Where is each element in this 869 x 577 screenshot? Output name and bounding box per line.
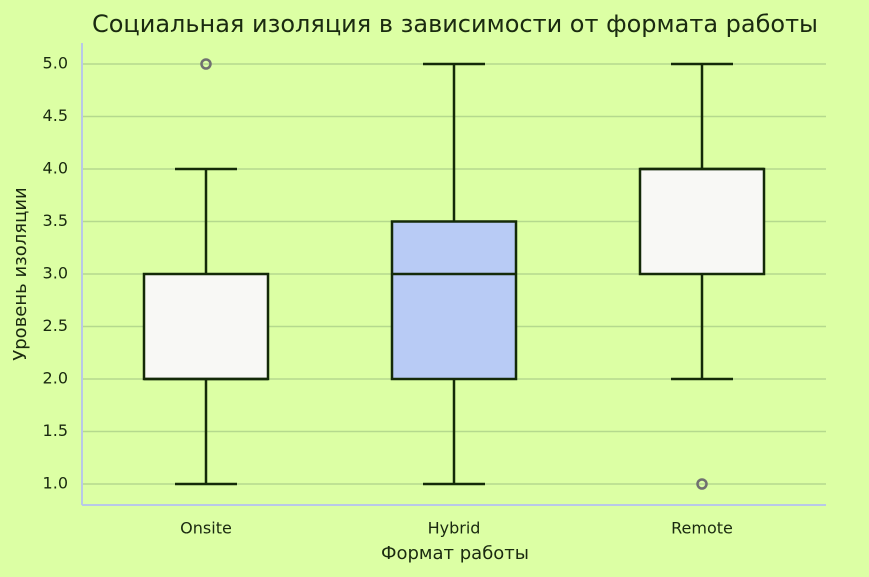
y-tick-label: 5.0	[43, 54, 68, 73]
y-tick-label: 4.0	[43, 159, 68, 178]
x-tick-label: Onsite	[180, 519, 232, 538]
box	[142, 272, 270, 381]
y-tick-label: 3.0	[43, 264, 68, 283]
box	[638, 167, 766, 276]
x-tick-label: Hybrid	[428, 519, 481, 538]
chart-title: Социальная изоляция в зависимости от фор…	[92, 10, 818, 38]
outlier	[200, 58, 212, 70]
y-tick-label: 2.5	[43, 316, 68, 335]
y-tick-label: 4.5	[43, 106, 68, 125]
x-axis-label: Формат работы	[381, 543, 529, 564]
box	[390, 220, 518, 381]
y-tick-label: 1.0	[43, 474, 68, 493]
y-axis-label: Уровень изоляции	[10, 187, 31, 360]
x-tick-label: Remote	[671, 519, 733, 538]
y-tick-label: 2.0	[43, 369, 68, 388]
y-tick-label: 3.5	[43, 211, 68, 230]
outlier	[696, 478, 708, 490]
y-tick-label: 1.5	[43, 421, 68, 440]
